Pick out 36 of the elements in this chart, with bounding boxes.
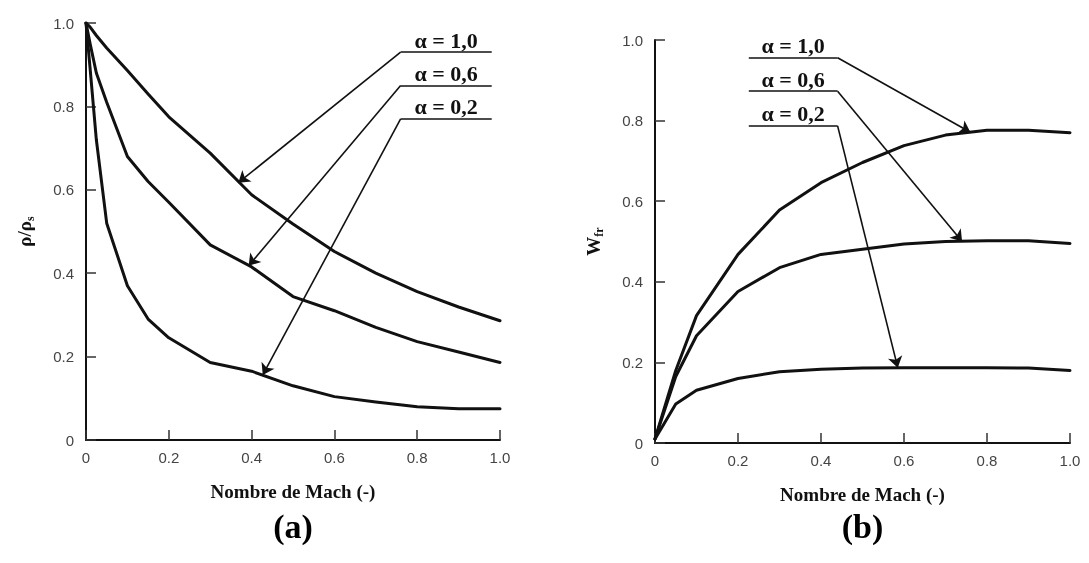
y-axis-title: ρ/ρs: [13, 216, 37, 247]
annotation: α = 0,2: [414, 94, 478, 120]
x-tick-label: 0.4: [241, 449, 263, 466]
x-axis-title: Nombre de Mach (-): [780, 484, 945, 506]
y-tick-label: 0: [634, 434, 643, 452]
annotation: α = 1,0: [761, 33, 825, 59]
y-tick-label: 0.6: [622, 192, 643, 210]
annotation: α = 1,0: [414, 27, 478, 53]
x-tick-label: 0: [650, 452, 660, 469]
x-tick-label: 0.8: [976, 452, 998, 469]
y-tick-label: 1.0: [622, 31, 643, 49]
annotation: α = 0,6: [414, 61, 478, 87]
x-tick-label: 0.4: [810, 452, 832, 469]
text: (b): [840, 508, 885, 546]
x-tick-label: 0: [81, 449, 91, 466]
x-tick-label: 0.6: [893, 452, 915, 469]
y-tick-label: 0.4: [622, 273, 643, 291]
x-tick-label: 0.6: [323, 449, 345, 466]
text: (a): [272, 508, 314, 546]
x-tick-label: 0.8: [406, 449, 428, 466]
x-tick-label: 0.2: [727, 452, 749, 469]
x-tick-label: 0.2: [158, 449, 180, 466]
y-tick-label: 0.6: [53, 181, 74, 199]
y-tick-label: 0.8: [622, 112, 643, 130]
y-tick-label: 0.4: [53, 264, 74, 282]
y-tick-label: 0.8: [53, 97, 74, 115]
y-tick-label: 1.0: [53, 14, 74, 32]
y-axis-title: Wfr: [582, 226, 606, 256]
y-tick-label: 0: [65, 431, 74, 449]
y-tick-label: 0.2: [53, 348, 74, 366]
x-tick-label: 1.0: [1059, 452, 1081, 469]
annotation: α = 0,6: [761, 66, 825, 92]
x-axis-title: Nombre de Mach (-): [210, 481, 376, 503]
annotation: α = 0,2: [761, 101, 825, 127]
x-tick-label: 1.0: [489, 449, 511, 466]
y-tick-label: 0.2: [622, 353, 643, 371]
